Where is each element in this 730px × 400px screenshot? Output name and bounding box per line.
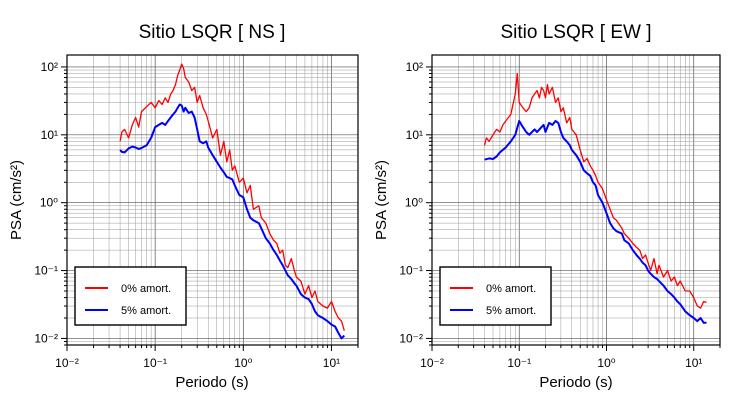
y-tick-label: 10¹ — [406, 128, 423, 142]
y-tick-label: 10⁻² — [34, 331, 58, 345]
plot-frame — [66, 54, 359, 346]
x-tick-label: 10⁰ — [597, 356, 615, 370]
chart-title: Sitio LSQR [ NS ] — [139, 22, 286, 43]
y-tick-label: 10⁻¹ — [34, 264, 58, 278]
y-tick-label: 10⁻¹ — [399, 264, 423, 278]
series-line-damping-0 — [119, 63, 345, 331]
plot-frame — [431, 54, 721, 346]
x-tick-label: 10⁻¹ — [143, 356, 167, 370]
x-tick-label: 10⁻¹ — [507, 356, 531, 370]
legend: 0% amort. 5% amort. — [439, 266, 552, 326]
x-axis-label: Periodo (s) — [539, 374, 612, 391]
x-tick-label: 10⁰ — [234, 356, 252, 370]
chart-title: Sitio LSQR [ EW ] — [501, 22, 652, 43]
y-axis-label: PSA (cm/s²) — [8, 160, 25, 240]
legend-label: 5% amort. — [121, 305, 171, 317]
y-tick-label: 10² — [41, 60, 58, 74]
legend-label: 0% amort. — [121, 283, 171, 295]
legend-label: 5% amort. — [486, 305, 536, 317]
x-tick-label: 10⁻² — [420, 356, 444, 370]
y-tick-label: 10⁻² — [399, 331, 423, 345]
x-axis-label: Periodo (s) — [175, 374, 248, 391]
legend-label: 0% amort. — [486, 283, 536, 295]
axis-ticks — [426, 66, 721, 351]
series-line-damping-5 — [484, 120, 707, 324]
chart-panel-2: Sitio LSQR [ EW ] 10⁻² 10⁻¹ 10⁰ 10¹ 10⁻² 10⁻¹ 1… — [373, 22, 721, 391]
y-tick-label: 10⁰ — [40, 196, 58, 210]
y-axis-label: PSA (cm/s²) — [373, 160, 390, 240]
y-tick-label: 10² — [406, 60, 423, 74]
x-tick-label: 10¹ — [685, 356, 702, 370]
y-tick-label: 10⁰ — [405, 196, 423, 210]
series-line-damping-5 — [119, 103, 346, 340]
series-line-damping-0 — [483, 72, 707, 309]
axis-ticks — [61, 66, 359, 351]
y-tick-label: 10¹ — [41, 128, 58, 142]
legend: 0% amort. 5% amort. — [74, 266, 187, 326]
x-tick-label: 10⁻² — [55, 356, 79, 370]
x-tick-label: 10¹ — [323, 356, 340, 370]
chart-panel-1: Sitio LSQR [ NS ] 10⁻² 10⁻¹ 10⁰ 10¹ 10⁻² 10⁻¹ 1… — [8, 22, 359, 391]
